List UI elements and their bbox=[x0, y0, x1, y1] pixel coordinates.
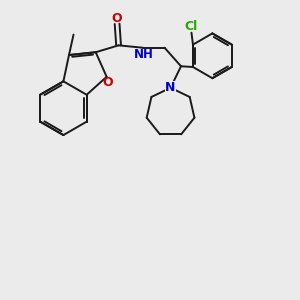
Text: O: O bbox=[112, 12, 122, 25]
Text: N: N bbox=[165, 81, 176, 94]
Text: N: N bbox=[165, 81, 176, 94]
Text: NH: NH bbox=[134, 48, 154, 61]
Text: Cl: Cl bbox=[185, 20, 198, 33]
Text: O: O bbox=[102, 76, 113, 88]
